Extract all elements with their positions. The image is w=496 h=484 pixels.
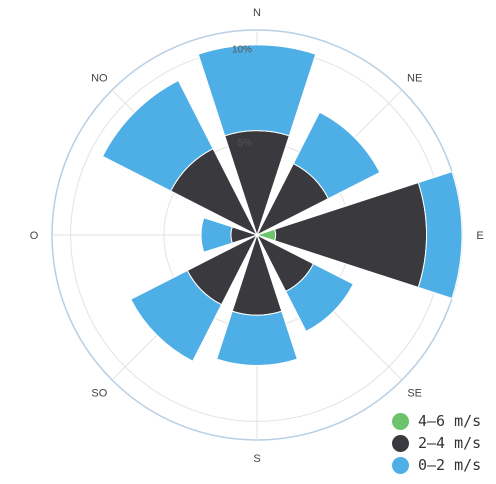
radial-tick-label-2: 10%: [232, 45, 252, 56]
direction-label-ne: NE: [407, 72, 422, 84]
legend-label-4-6-m-s: 4–6 m/s: [418, 412, 482, 430]
wedge-0-2-m-s-so: [130, 269, 223, 362]
wedge-0-2-m-s-se: [285, 263, 354, 332]
legend-label-0-2-m-s: 0–2 m/s: [418, 456, 482, 474]
wedge-0-2-m-s-o: [200, 217, 233, 253]
legend-swatch-2-4-m-s: [392, 434, 409, 452]
wedge-0-2-m-s-ne: [292, 111, 381, 200]
legend-item-0-2-m-s[interactable]: 0–2 m/s: [392, 454, 496, 476]
direction-label-no: NO: [91, 72, 108, 84]
legend-item-4-6-m-s[interactable]: 4–6 m/s: [392, 410, 496, 432]
direction-label-e: E: [476, 230, 483, 242]
wedge-0-2-m-s-n: [197, 44, 317, 137]
legend-item-2-4-m-s[interactable]: 2–4 m/s: [392, 432, 496, 454]
legend: 4–6 m/s 2–4 m/s 0–2 m/s: [392, 410, 496, 476]
legend-swatch-0-2-m-s: [392, 456, 409, 474]
wedge-0-2-m-s-e: [417, 171, 463, 299]
direction-label-s: S: [253, 453, 260, 465]
direction-label-so: SO: [91, 388, 107, 400]
direction-label-se: SE: [407, 388, 422, 400]
direction-label-o: O: [30, 230, 39, 242]
direction-label-n: N: [253, 7, 261, 19]
wedge-0-2-m-s-s: [216, 310, 298, 366]
legend-label-2-4-m-s: 2–4 m/s: [418, 434, 482, 452]
wedge-0-2-m-s-no: [101, 79, 214, 192]
legend-swatch-4-6-m-s: [392, 412, 409, 430]
radial-tick-label-1: 5%: [238, 138, 253, 149]
